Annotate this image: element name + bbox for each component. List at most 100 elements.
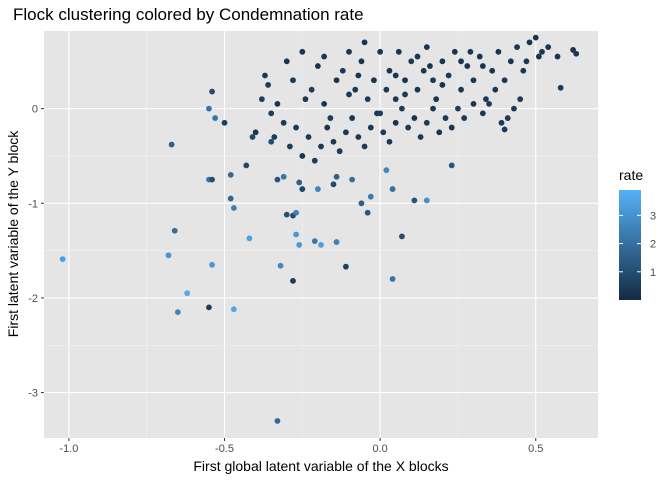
data-point	[507, 58, 514, 65]
data-point	[501, 77, 508, 84]
grid-lines	[44, 31, 598, 438]
data-point	[417, 134, 424, 140]
data-point	[430, 105, 436, 112]
data-point	[59, 256, 66, 263]
data-point	[293, 231, 300, 238]
data-point	[274, 176, 281, 183]
data-point	[514, 44, 520, 50]
data-point	[492, 86, 499, 93]
data-point	[427, 63, 433, 69]
x-axis-title: First global latent variable of the X bl…	[193, 458, 448, 474]
data-point	[504, 115, 511, 121]
data-point	[479, 110, 486, 117]
data-point	[448, 124, 455, 131]
data-point	[445, 72, 452, 79]
data-point	[268, 138, 275, 145]
data-point	[209, 88, 215, 95]
data-point	[501, 126, 508, 133]
data-point	[408, 58, 415, 65]
data-point	[209, 176, 215, 183]
data-point	[557, 84, 564, 91]
data-point	[308, 86, 315, 93]
data-point	[249, 134, 256, 140]
data-point	[311, 157, 318, 164]
data-point	[342, 263, 349, 270]
data-point	[511, 105, 517, 112]
data-point	[498, 119, 505, 126]
data-point	[293, 209, 300, 216]
data-point	[342, 129, 349, 136]
data-point	[318, 143, 324, 150]
data-point	[333, 173, 340, 180]
data-point	[389, 276, 396, 282]
data-point	[290, 277, 296, 284]
data-point	[333, 239, 340, 245]
data-point	[302, 96, 309, 103]
data-point	[271, 134, 278, 140]
data-point	[411, 115, 418, 121]
data-point	[355, 134, 362, 140]
x-tick-label: 0.0	[372, 443, 387, 455]
legend-tick-label: 2	[650, 239, 656, 251]
data-point	[364, 96, 371, 103]
data-point	[405, 124, 412, 131]
data-point	[361, 143, 368, 150]
data-point	[402, 77, 408, 84]
data-point	[573, 50, 580, 57]
x-tick-label: -1.0	[59, 443, 78, 455]
data-point	[212, 115, 219, 121]
data-point	[314, 186, 321, 192]
data-point	[174, 309, 181, 316]
data-point	[206, 105, 212, 112]
data-point	[221, 119, 228, 126]
data-point	[268, 110, 275, 117]
data-point	[483, 96, 489, 103]
data-point	[386, 138, 393, 145]
data-point	[495, 48, 502, 55]
y-tick-label: -1	[28, 198, 38, 210]
data-point	[545, 44, 552, 50]
data-point	[458, 58, 464, 65]
data-point	[274, 418, 281, 424]
data-point	[305, 134, 312, 140]
data-point	[262, 72, 268, 79]
data-point	[355, 72, 362, 79]
data-point	[296, 179, 303, 186]
data-point	[367, 124, 374, 131]
legend-tick-label: 3	[650, 210, 656, 222]
data-point	[414, 53, 421, 60]
data-point	[467, 48, 474, 55]
data-point	[539, 48, 545, 55]
data-point	[470, 77, 477, 84]
data-point	[442, 115, 449, 121]
data-point	[286, 143, 293, 150]
data-point	[277, 262, 284, 269]
x-tick-label: 0.5	[528, 443, 543, 455]
data-points	[59, 34, 580, 424]
data-point	[389, 186, 396, 192]
data-point	[330, 181, 337, 188]
data-point	[526, 39, 533, 46]
data-point	[383, 167, 390, 174]
y-tick-label: -3	[28, 388, 38, 400]
data-point	[330, 138, 337, 145]
legend-colorbar	[619, 190, 641, 300]
data-point	[364, 209, 371, 216]
data-point	[414, 86, 421, 93]
data-point	[420, 67, 427, 74]
data-point	[554, 53, 561, 60]
data-point	[280, 173, 287, 180]
data-point	[399, 233, 405, 240]
data-point	[392, 72, 399, 79]
data-point	[283, 211, 290, 218]
data-point	[392, 119, 399, 126]
data-point	[455, 105, 461, 112]
data-point	[361, 39, 368, 46]
data-point	[230, 205, 237, 211]
data-point	[479, 63, 486, 69]
data-point	[293, 124, 300, 131]
x-axis-ticks: -1.0 -0.5 0.0 0.5	[59, 438, 543, 455]
data-point	[358, 200, 365, 207]
data-point	[470, 100, 477, 107]
